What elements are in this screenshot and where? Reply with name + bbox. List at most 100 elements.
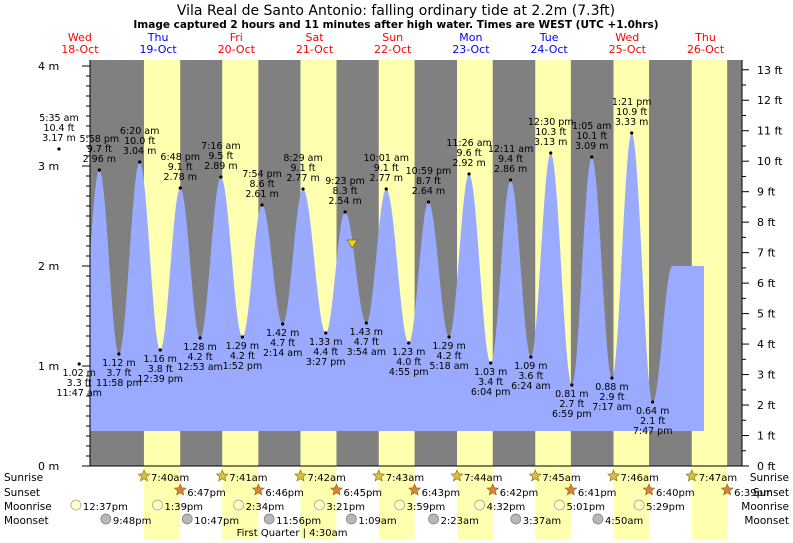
daylight-row-band bbox=[456, 466, 493, 539]
extreme-time-label: 11:26 am bbox=[446, 138, 491, 149]
extreme-feet-label: 4.2 ft bbox=[437, 351, 462, 362]
moonrise-icon bbox=[474, 499, 486, 511]
extreme-time-label: 6:20 am bbox=[120, 126, 159, 137]
extreme-metre-label: 1.03 m bbox=[474, 367, 507, 378]
moonset-icon bbox=[100, 513, 112, 525]
day-header-weekday: Wed bbox=[68, 31, 92, 44]
extreme-metre-label: 3.09 m bbox=[575, 141, 608, 152]
extreme-feet-label: 10.3 ft bbox=[535, 127, 566, 138]
day-header-date: 21-Oct bbox=[296, 43, 334, 56]
sunset-time: 6:47pm bbox=[187, 488, 226, 499]
left-tick-label: 1 m bbox=[38, 360, 59, 373]
extreme-time-label: 5:35 am bbox=[39, 113, 78, 124]
moonset-icon bbox=[263, 513, 275, 525]
chart-title: Vila Real de Santo Antonio: falling ordi… bbox=[177, 3, 615, 19]
extreme-point bbox=[467, 172, 471, 176]
legend-moonrise-left: Moonrise bbox=[4, 501, 52, 513]
extreme-feet-label: 2.9 ft bbox=[599, 392, 624, 403]
extreme-time-label: 4:55 pm bbox=[389, 367, 429, 378]
extreme-feet-label: 4.7 ft bbox=[354, 337, 379, 348]
left-tick-label: 4 m bbox=[38, 60, 59, 73]
extreme-time-label: 7:54 pm bbox=[242, 169, 282, 180]
right-tick-label: 5 ft bbox=[757, 308, 776, 321]
extreme-feet-label: 4.7 ft bbox=[270, 338, 295, 349]
extreme-feet-label: 9.1 ft bbox=[168, 162, 193, 173]
left-tick-label: 0 m bbox=[38, 460, 59, 473]
extreme-point bbox=[324, 331, 328, 335]
right-tick-label: 2 ft bbox=[757, 399, 776, 412]
extreme-point bbox=[590, 155, 594, 159]
daylight-row-band bbox=[691, 466, 728, 539]
sunrise-star-icon bbox=[372, 469, 386, 482]
moonrise-icon bbox=[70, 499, 82, 511]
moonrise-time: 4:32pm bbox=[487, 502, 526, 513]
sunrise-time: 7:46am bbox=[621, 473, 659, 484]
extreme-feet-label: 4.2 ft bbox=[188, 352, 213, 363]
sunrise-time: 7:44am bbox=[464, 473, 502, 484]
sunrise-time: 7:42am bbox=[307, 473, 345, 484]
moonrise-time: 5:29pm bbox=[646, 502, 685, 513]
extreme-time-label: 3:27 pm bbox=[306, 357, 346, 368]
right-tick-label: 8 ft bbox=[757, 216, 776, 229]
extreme-time-label: 6:04 pm bbox=[471, 387, 511, 398]
extreme-time-label: 12:53 am bbox=[177, 362, 222, 373]
extreme-metre-label: 1.12 m bbox=[102, 358, 135, 369]
day-header-date: 26-Oct bbox=[687, 43, 725, 56]
moonrise-icon bbox=[233, 499, 245, 511]
left-tick-label: 2 m bbox=[38, 260, 59, 273]
extreme-metre-label: 1.09 m bbox=[514, 361, 547, 372]
sunset-star-icon bbox=[251, 483, 265, 496]
day-header-weekday: Wed bbox=[615, 31, 639, 44]
moonset-time: 4:50am bbox=[605, 516, 643, 527]
sunrise-time: 7:43am bbox=[386, 473, 424, 484]
sunset-time: 6:43pm bbox=[422, 488, 461, 499]
extreme-point bbox=[426, 200, 431, 204]
extreme-point bbox=[77, 362, 81, 366]
sunrise-time: 7:41am bbox=[229, 473, 267, 484]
extreme-metre-label: 1.16 m bbox=[144, 354, 177, 365]
legend-sunset-left: Sunset bbox=[4, 487, 40, 499]
extreme-point bbox=[610, 376, 614, 380]
extreme-time-label: 1:52 pm bbox=[223, 361, 263, 372]
moonset-icon bbox=[592, 513, 604, 525]
day-header-weekday: Fri bbox=[230, 31, 243, 44]
sunrise-time: 7:40am bbox=[151, 473, 189, 484]
right-tick-label: 12 ft bbox=[757, 94, 783, 107]
extreme-point bbox=[384, 187, 388, 191]
extreme-metre-label: 2.77 m bbox=[370, 173, 403, 184]
moonrise-icon bbox=[152, 499, 163, 511]
extreme-time-label: 6:48 pm bbox=[160, 152, 200, 163]
day-header-date: 24-Oct bbox=[530, 43, 568, 56]
sunrise-star-icon bbox=[450, 469, 464, 482]
extreme-time-label: 1:05 am bbox=[572, 121, 611, 132]
extreme-point bbox=[489, 361, 493, 365]
moonrise-time: 3:21pm bbox=[326, 502, 365, 513]
legend-moonset-left: Moonset bbox=[4, 515, 49, 527]
extreme-feet-label: 3.4 ft bbox=[478, 377, 503, 388]
extreme-feet-label: 9.6 ft bbox=[457, 148, 482, 159]
moonrise-time: 3:59pm bbox=[407, 502, 446, 513]
extreme-metre-label: 1.43 m bbox=[350, 327, 383, 338]
extreme-time-label: 5:58 pm bbox=[80, 134, 120, 145]
extreme-feet-label: 9.4 ft bbox=[498, 154, 523, 165]
day-header-weekday: Tue bbox=[539, 31, 559, 44]
extreme-point bbox=[158, 348, 162, 352]
right-tick-label: 7 ft bbox=[757, 247, 776, 260]
extreme-feet-label: 4.2 ft bbox=[230, 351, 255, 362]
right-tick-label: 4 ft bbox=[757, 338, 776, 351]
extreme-feet-label: 8.7 ft bbox=[416, 176, 441, 187]
extreme-metre-label: 1.23 m bbox=[392, 347, 425, 358]
moonset-time: 10:47pm bbox=[194, 516, 239, 527]
extreme-point bbox=[281, 322, 285, 326]
moonrise-icon bbox=[633, 499, 645, 511]
extreme-point bbox=[240, 335, 244, 339]
moonset-time: 11:56pm bbox=[276, 516, 321, 527]
extreme-time-label: 12:11 am bbox=[488, 144, 533, 155]
extreme-time-label: 12:39 pm bbox=[137, 374, 183, 385]
extreme-time-label: 5:18 am bbox=[429, 361, 468, 372]
extreme-metre-label: 0.88 m bbox=[595, 382, 628, 393]
extreme-metre-label: 2.64 m bbox=[412, 186, 445, 197]
extreme-point bbox=[178, 186, 182, 190]
extreme-time-label: 8:29 am bbox=[283, 153, 322, 164]
